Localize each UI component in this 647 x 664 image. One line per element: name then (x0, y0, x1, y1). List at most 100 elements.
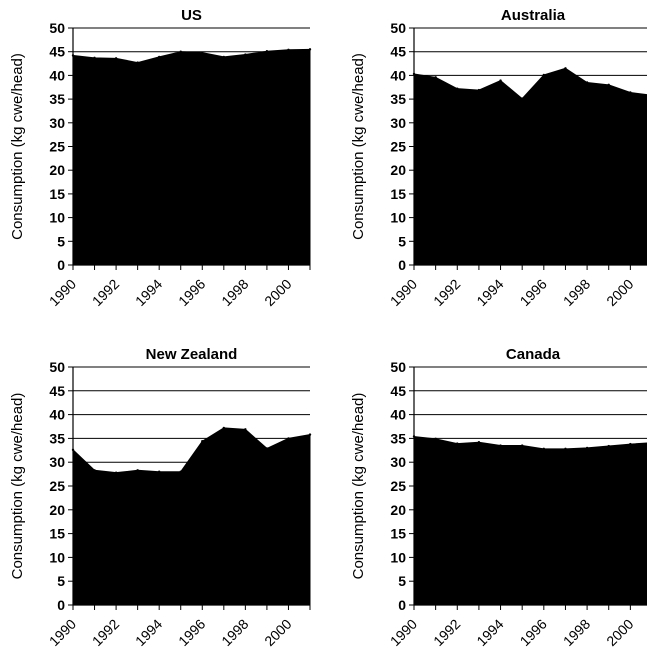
y-tick-label: 20 (49, 162, 65, 178)
x-tick-label: 1994 (473, 616, 506, 649)
data-point (222, 55, 226, 59)
x-tick-label: 1992 (430, 276, 463, 309)
x-tick-label: 1990 (387, 276, 420, 309)
data-point (564, 67, 567, 70)
data-point (179, 50, 182, 53)
y-tick-label: 0 (57, 597, 65, 613)
y-tick-label: 25 (390, 478, 406, 494)
data-point (157, 55, 161, 59)
y-tick-label: 45 (390, 44, 406, 60)
y-tick-label: 35 (49, 430, 65, 446)
x-tick-label: 1998 (560, 276, 593, 309)
chart-panel: 0 5 10 15 20 25 30 35 40 45 50 1990 1992 1994 1996 1998… (9, 346, 312, 649)
data-point (308, 433, 312, 436)
x-tick-label: 2000 (603, 616, 636, 649)
x-tick-label: 1998 (218, 616, 251, 649)
data-point (456, 442, 459, 445)
data-point (585, 446, 589, 450)
y-tick-label: 35 (390, 91, 406, 107)
y-tick-label: 25 (390, 139, 406, 155)
x-tick-label: 1990 (46, 616, 79, 649)
data-point (564, 447, 567, 451)
x-tick-label: 1990 (387, 616, 420, 649)
area-series (413, 67, 647, 266)
data-point (287, 48, 290, 52)
x-tick-label: 2000 (261, 616, 294, 649)
y-tick-label: 40 (390, 67, 406, 83)
data-point (456, 87, 459, 90)
y-tick-label: 35 (390, 430, 406, 446)
data-point (114, 471, 118, 474)
y-tick-label: 50 (390, 359, 406, 375)
y-tick-label: 25 (49, 478, 65, 494)
data-point (201, 51, 204, 54)
y-tick-label: 15 (390, 526, 406, 542)
x-tick-label: 1992 (89, 276, 122, 309)
data-point (93, 56, 96, 60)
y-tick-label: 40 (390, 407, 406, 423)
y-axis-label: Consumption (kg cwe/head) (9, 393, 26, 580)
chart-panel: 0 5 10 15 20 25 30 35 40 45 50 1990 1992 1994 1996 1998… (350, 7, 647, 309)
y-tick-label: 0 (398, 257, 406, 273)
chart-panel: 0 5 10 15 20 25 30 35 40 45 50 1990 1992 1994 1996 1998… (9, 7, 312, 309)
data-point (607, 83, 610, 87)
data-point (222, 426, 226, 430)
data-point (434, 76, 437, 79)
area-series (72, 48, 311, 266)
y-tick-label: 45 (390, 383, 406, 399)
y-tick-label: 25 (49, 139, 65, 155)
y-tick-label: 30 (49, 115, 65, 131)
data-point (434, 437, 437, 441)
area-series (413, 435, 647, 606)
data-point (607, 444, 610, 448)
data-point (499, 444, 502, 447)
y-tick-label: 0 (57, 257, 65, 273)
data-point (114, 57, 118, 60)
y-tick-label: 50 (390, 20, 406, 36)
y-tick-label: 45 (49, 383, 65, 399)
y-tick-label: 0 (398, 597, 406, 613)
chart-title: Canada (506, 346, 561, 363)
x-tick-label: 1996 (175, 616, 208, 649)
y-tick-label: 20 (49, 502, 65, 518)
data-point (265, 50, 269, 53)
data-point (477, 88, 481, 92)
x-tick-label: 1996 (175, 276, 208, 309)
chart-title: New Zealand (146, 346, 238, 363)
x-tick-label: 1992 (430, 616, 463, 649)
data-point (520, 97, 524, 100)
y-tick-label: 50 (49, 20, 65, 36)
y-axis-label: Consumption (kg cwe/head) (350, 393, 367, 580)
chart-panel: 0 5 10 15 20 25 30 35 40 45 50 1990 1992 1994 1996 1998… (350, 346, 647, 649)
y-tick-label: 5 (57, 573, 65, 589)
y-axis-label: Consumption (kg cwe/head) (9, 53, 26, 240)
data-point (585, 81, 589, 84)
data-point (93, 469, 96, 472)
y-tick-label: 30 (390, 454, 406, 470)
y-tick-label: 15 (390, 186, 406, 202)
data-point (136, 469, 139, 472)
y-tick-label: 20 (390, 502, 406, 518)
x-tick-label: 1994 (132, 616, 165, 649)
y-tick-label: 40 (49, 67, 65, 83)
y-tick-label: 10 (49, 549, 65, 565)
chart-title: Australia (501, 7, 566, 24)
x-tick-label: 1990 (46, 276, 79, 309)
data-point (629, 91, 632, 94)
data-point (629, 442, 632, 446)
y-tick-label: 10 (390, 549, 406, 565)
y-tick-label: 40 (49, 407, 65, 423)
x-tick-label: 2000 (261, 276, 294, 309)
chart-title: US (181, 7, 202, 24)
y-tick-label: 20 (390, 162, 406, 178)
x-tick-label: 2000 (603, 276, 636, 309)
y-tick-label: 50 (49, 359, 65, 375)
x-tick-label: 1992 (89, 616, 122, 649)
x-tick-label: 1996 (517, 276, 550, 309)
data-point (287, 437, 290, 440)
area-series (72, 427, 311, 606)
y-tick-label: 15 (49, 526, 65, 542)
y-tick-label: 5 (398, 233, 406, 249)
data-point (157, 470, 161, 473)
y-tick-label: 30 (49, 454, 65, 470)
